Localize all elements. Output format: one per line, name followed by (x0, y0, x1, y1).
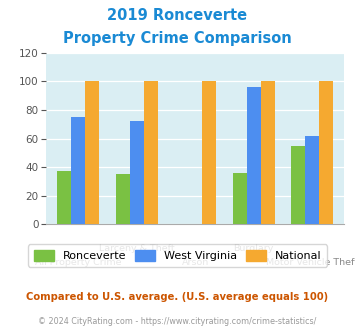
Text: Property Crime Comparison: Property Crime Comparison (63, 31, 292, 46)
Text: Arson: Arson (182, 258, 209, 267)
Bar (233, 173, 247, 224)
Bar (261, 82, 275, 224)
Text: 2019 Ronceverte: 2019 Ronceverte (108, 8, 247, 23)
Bar (85, 82, 99, 224)
Bar (144, 82, 158, 224)
Bar (130, 121, 144, 224)
Bar (319, 82, 333, 224)
Text: Compared to U.S. average. (U.S. average equals 100): Compared to U.S. average. (U.S. average … (26, 292, 329, 302)
Bar (116, 174, 130, 224)
Bar (247, 87, 261, 224)
Text: Burglary: Burglary (234, 244, 274, 253)
Legend: Ronceverte, West Virginia, National: Ronceverte, West Virginia, National (28, 245, 327, 267)
Bar (71, 117, 85, 224)
Bar (291, 146, 305, 224)
Bar (57, 172, 71, 224)
Text: Motor Vehicle Theft: Motor Vehicle Theft (266, 258, 355, 267)
Bar (305, 136, 319, 224)
Text: All Property Crime: All Property Crime (35, 258, 121, 267)
Text: Larceny & Theft: Larceny & Theft (99, 244, 175, 253)
Bar (202, 82, 216, 224)
Text: © 2024 CityRating.com - https://www.cityrating.com/crime-statistics/: © 2024 CityRating.com - https://www.city… (38, 317, 317, 326)
